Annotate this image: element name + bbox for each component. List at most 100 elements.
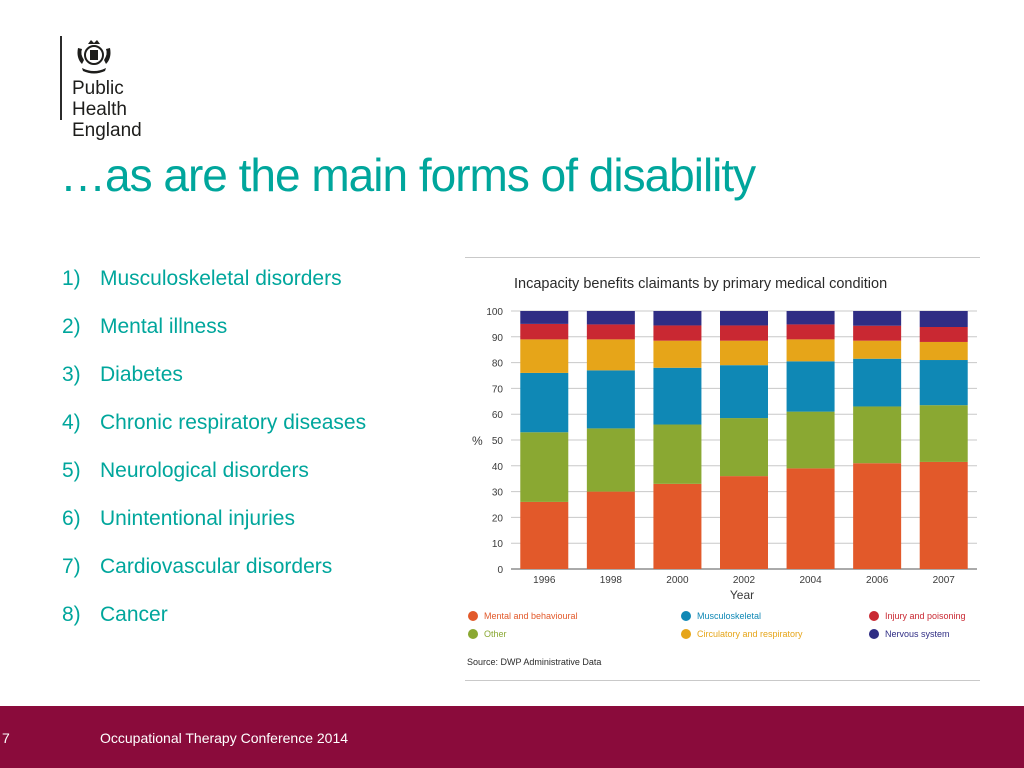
- chart-title: Incapacity benefits claimants by primary…: [514, 276, 887, 292]
- legend-label: Mental and behavioural: [484, 611, 578, 621]
- list-item-label: Chronic respiratory diseases: [100, 411, 367, 434]
- y-tick-label: 60: [492, 410, 504, 421]
- y-tick-label: 100: [486, 307, 503, 318]
- bar-segment: [586, 324, 635, 340]
- bar-segment: [586, 491, 635, 569]
- bar-segment: [786, 311, 835, 325]
- legend-swatch: [468, 629, 478, 639]
- bar-segment: [853, 325, 902, 341]
- bar-segment: [720, 325, 768, 341]
- bar-segment: [786, 468, 835, 569]
- y-axis-label: %: [472, 434, 483, 448]
- bar-segment: [586, 428, 635, 492]
- y-tick-label: 0: [497, 565, 503, 576]
- x-tick-label: 1998: [600, 575, 623, 586]
- list-item-number: 6): [62, 507, 81, 530]
- bar-segment: [520, 323, 569, 340]
- x-tick-label: 2002: [733, 575, 756, 586]
- x-axis-label: Year: [730, 588, 754, 602]
- legend-label: Circulatory and respiratory: [697, 629, 803, 639]
- bar-segment: [919, 360, 968, 406]
- org-name-line1: Public Health: [72, 78, 127, 120]
- legend-label: Musculoskeletal: [697, 611, 761, 621]
- bar-segment: [919, 405, 968, 462]
- bar-segment: [520, 372, 569, 433]
- list-item: 3) Diabetes: [62, 361, 366, 409]
- bar-segment: [786, 324, 835, 340]
- bar-segment: [520, 311, 569, 324]
- conference-name: Occupational Therapy Conference 2014: [100, 730, 349, 746]
- bar-segment: [720, 418, 768, 477]
- list-item-number: 1): [62, 267, 81, 290]
- list-item-label: Unintentional injuries: [100, 507, 295, 530]
- x-tick-label: 2006: [866, 575, 889, 586]
- y-tick-label: 30: [492, 488, 504, 499]
- list-item-label: Musculoskeletal disorders: [100, 267, 342, 290]
- bar-segment: [720, 340, 768, 366]
- legend-swatch: [869, 629, 879, 639]
- bar-segment: [853, 463, 902, 569]
- bar-segment: [653, 311, 702, 326]
- legend-swatch: [869, 611, 879, 621]
- bar-segment: [919, 326, 968, 342]
- y-tick-label: 40: [492, 462, 504, 473]
- legend-swatch: [681, 629, 691, 639]
- bar-segment: [653, 367, 702, 425]
- bar-segment: [520, 339, 569, 373]
- list-item-number: 2): [62, 315, 81, 338]
- list-item: 5) Neurological disorders: [62, 457, 366, 505]
- bar-segment: [853, 311, 902, 326]
- list-item-label: Cancer: [100, 603, 168, 626]
- y-tick-label: 90: [492, 333, 504, 344]
- x-tick-label: 1996: [533, 575, 556, 586]
- legend-label: Injury and poisoning: [885, 611, 966, 621]
- slide-number: 7: [2, 730, 10, 746]
- stacked-bar-chart: Incapacity benefits claimants by primary…: [467, 276, 977, 667]
- bar-segment: [853, 340, 902, 359]
- legend-label: Other: [484, 629, 507, 639]
- slide-title: …as are the main forms of disability: [60, 149, 756, 201]
- bar-segment: [919, 311, 968, 327]
- bar-segment: [853, 406, 902, 464]
- bar-segment: [653, 483, 702, 569]
- bar-segment: [919, 461, 968, 569]
- bar-segment: [786, 339, 835, 362]
- bar-segment: [586, 370, 635, 429]
- list-item: 2) Mental illness: [62, 313, 366, 361]
- list-item-label: Diabetes: [100, 363, 183, 386]
- bar-segment: [720, 311, 768, 326]
- list-item-number: 8): [62, 603, 81, 626]
- legend-swatch: [468, 611, 478, 621]
- y-tick-label: 10: [492, 539, 504, 550]
- bar-segment: [586, 311, 635, 325]
- bar-segment: [919, 341, 968, 361]
- list-item: 8) Cancer: [62, 601, 366, 649]
- list-item: 1) Musculoskeletal disorders: [62, 265, 366, 313]
- x-tick-label: 2000: [666, 575, 689, 586]
- list-item-number: 7): [62, 555, 81, 578]
- y-tick-label: 80: [492, 359, 504, 370]
- bar-segment: [786, 361, 835, 412]
- list-item: 7) Cardiovascular disorders: [62, 553, 366, 601]
- chart-bottom-rule: [465, 680, 980, 681]
- chart-source: Source: DWP Administrative Data: [467, 657, 601, 667]
- list-item-label: Neurological disorders: [100, 459, 309, 482]
- y-tick-label: 20: [492, 513, 504, 524]
- bar-segment: [720, 365, 768, 419]
- x-tick-label: 2007: [933, 575, 956, 586]
- y-tick-label: 50: [492, 436, 504, 447]
- chart-frame: Incapacity benefits claimants by primary…: [465, 257, 980, 681]
- list-item: 4) Chronic respiratory diseases: [62, 409, 366, 457]
- logo-rule: [60, 36, 62, 120]
- bar-segment: [853, 358, 902, 407]
- bar-segment: [520, 432, 569, 502]
- chart-top-rule: [465, 257, 980, 258]
- org-name: Public Health England: [72, 78, 142, 141]
- bar-segment: [586, 339, 635, 371]
- bar-segment: [520, 501, 569, 569]
- bar-segment: [786, 411, 835, 469]
- bar-segment: [653, 424, 702, 484]
- org-name-line2: England: [72, 120, 142, 141]
- bar-segment: [653, 340, 702, 368]
- footer-bar: 7 Occupational Therapy Conference 2014: [0, 706, 1024, 768]
